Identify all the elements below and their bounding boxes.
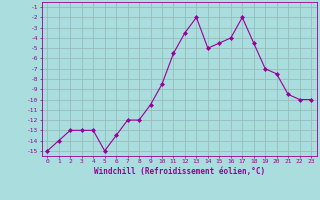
X-axis label: Windchill (Refroidissement éolien,°C): Windchill (Refroidissement éolien,°C): [94, 167, 265, 176]
